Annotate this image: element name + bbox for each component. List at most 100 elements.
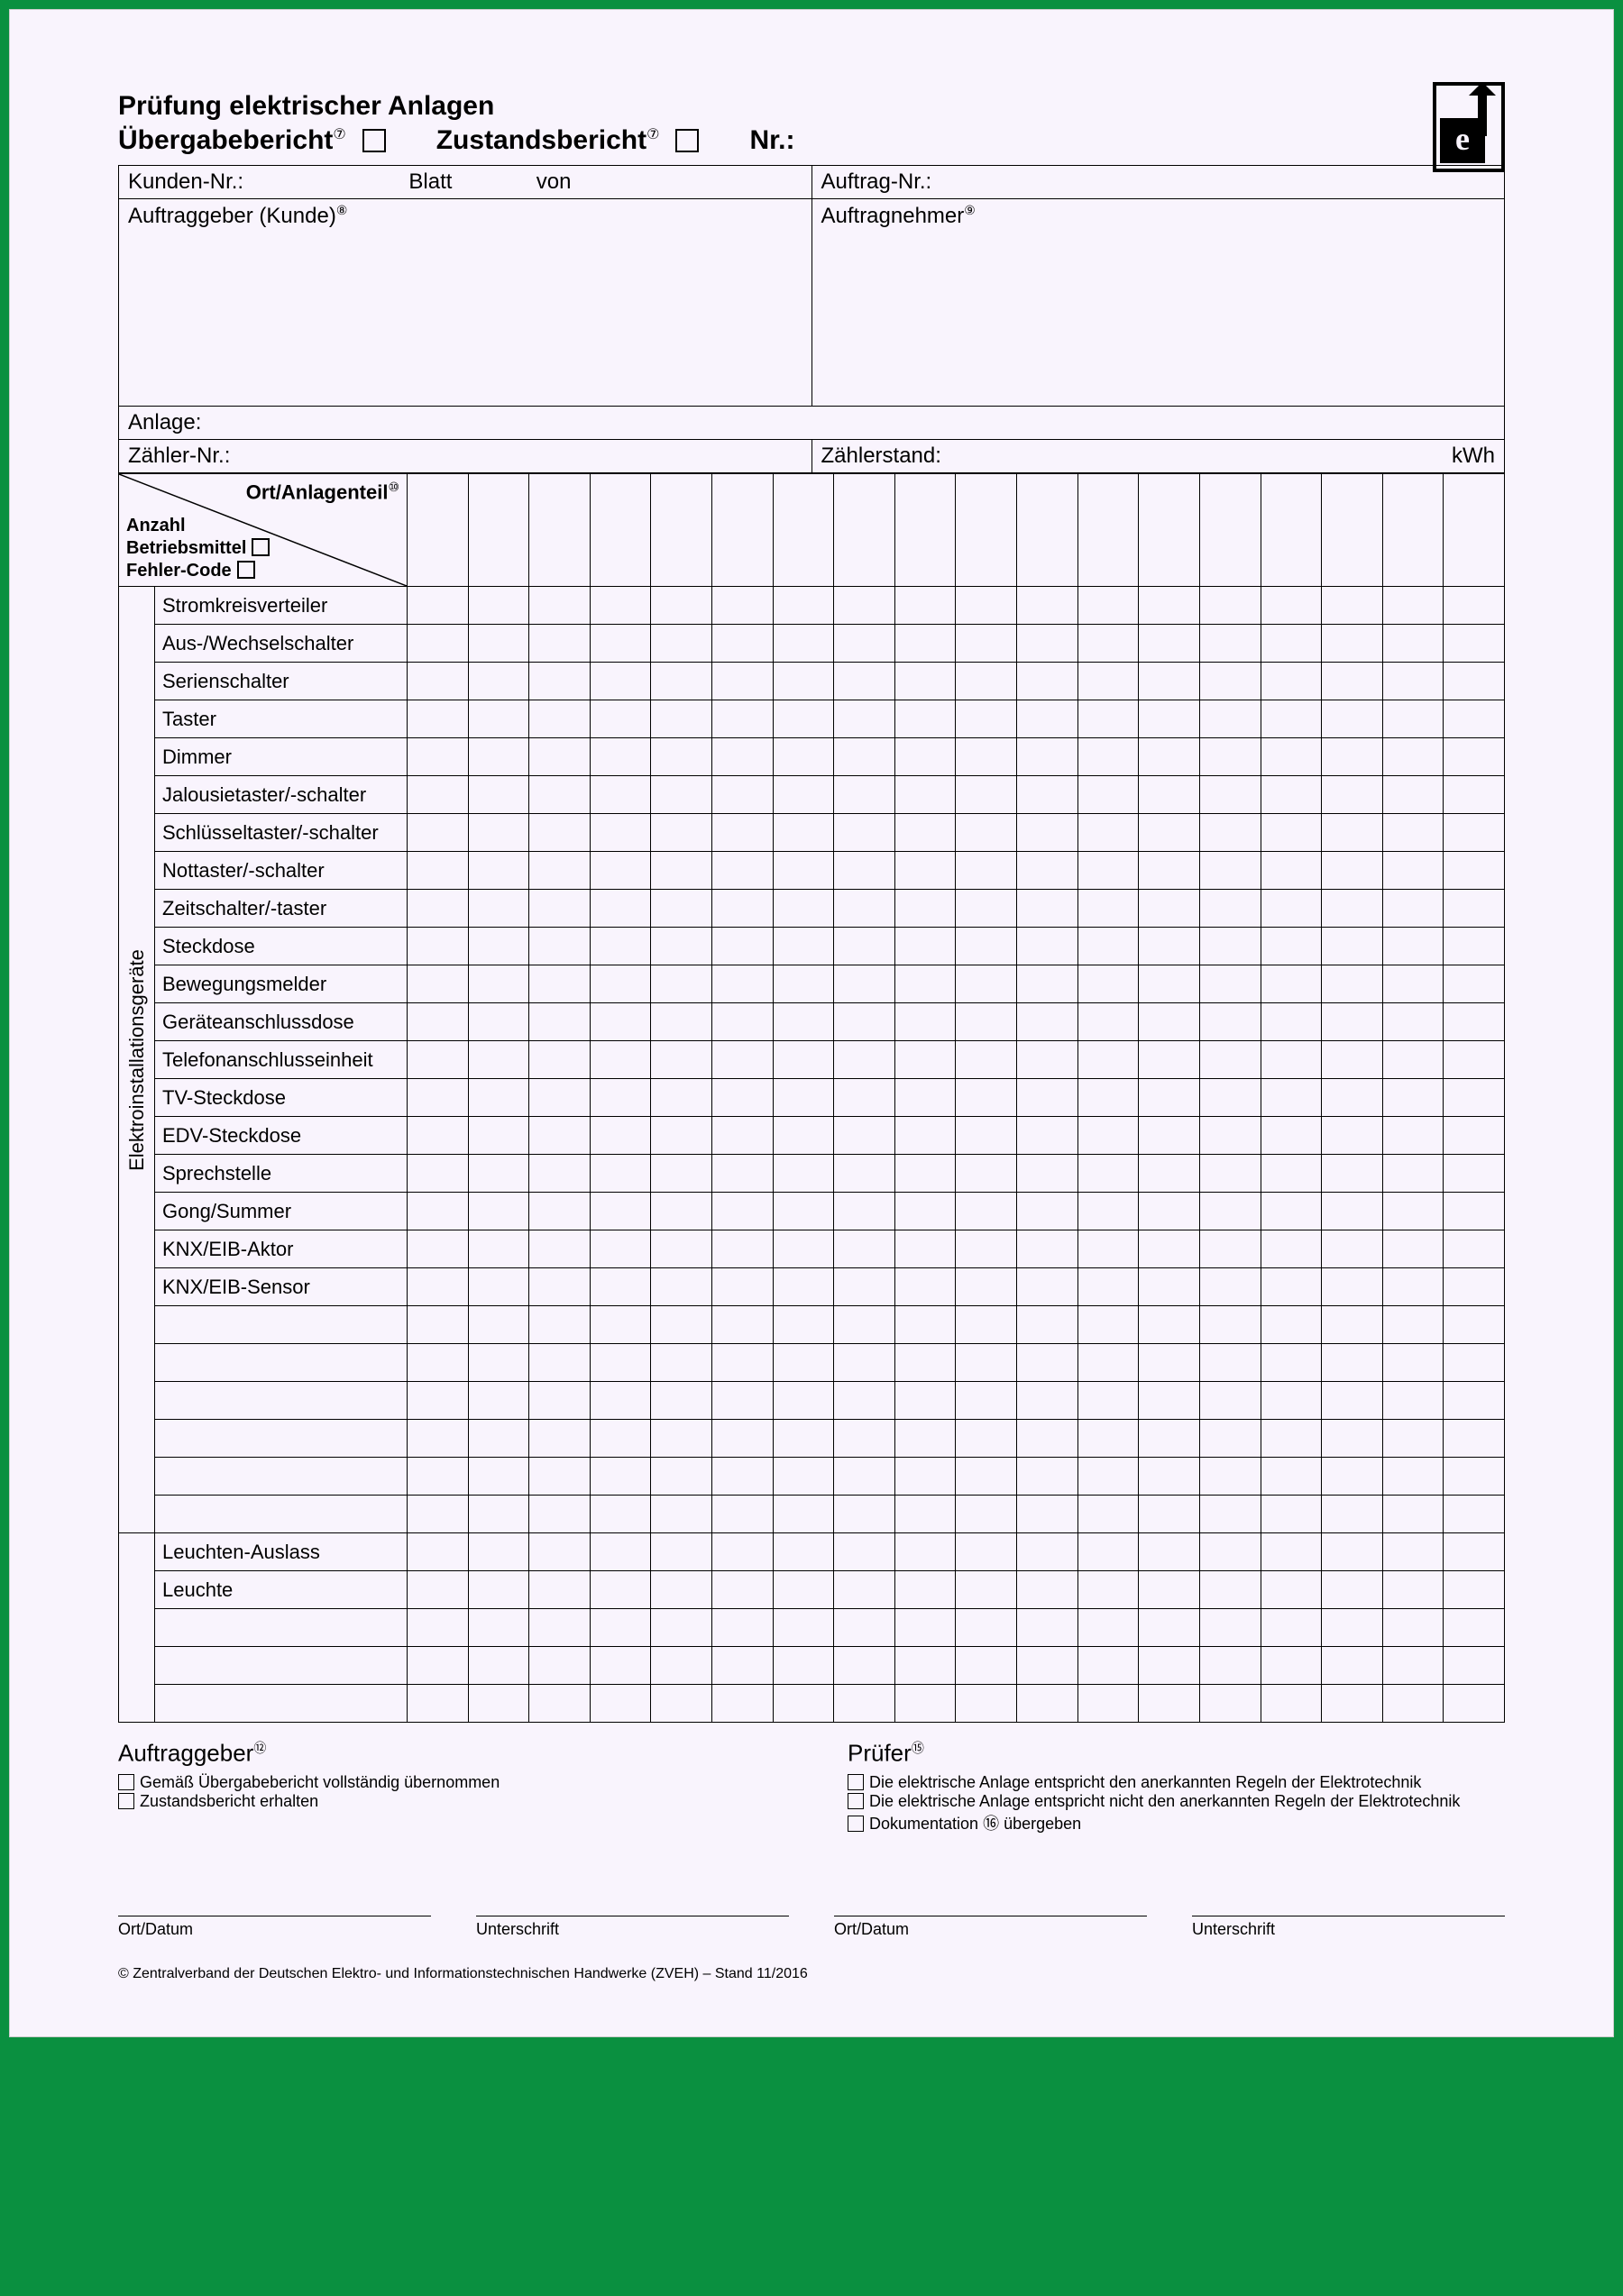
grid-cell[interactable]: [1077, 1041, 1139, 1079]
grid-cell[interactable]: [956, 1420, 1017, 1458]
grid-cell[interactable]: [1444, 587, 1505, 625]
grid-cell[interactable]: [1261, 1609, 1322, 1647]
grid-cell[interactable]: [1382, 1268, 1444, 1306]
grid-cell[interactable]: [894, 928, 956, 965]
grid-cell[interactable]: [1199, 814, 1261, 852]
grid-cell[interactable]: [1139, 1117, 1200, 1155]
grid-cell[interactable]: [529, 1685, 591, 1723]
grid-cell[interactable]: [468, 890, 529, 928]
grid-cell[interactable]: [408, 1155, 469, 1193]
grid-cell[interactable]: [408, 1571, 469, 1609]
grid-cell[interactable]: [1077, 965, 1139, 1003]
grid-cell[interactable]: [1261, 1420, 1322, 1458]
grid-cell[interactable]: [1139, 1079, 1200, 1117]
grid-cell[interactable]: [590, 625, 651, 663]
grid-col-header[interactable]: [1261, 474, 1322, 587]
grid-cell[interactable]: [1077, 1155, 1139, 1193]
grid-cell[interactable]: [712, 1685, 774, 1723]
grid-cell[interactable]: [590, 1609, 651, 1647]
grid-cell[interactable]: [956, 1003, 1017, 1041]
grid-cell[interactable]: [1077, 625, 1139, 663]
grid-cell[interactable]: [529, 738, 591, 776]
grid-cell[interactable]: [1199, 928, 1261, 965]
grid-col-header[interactable]: [1139, 474, 1200, 587]
grid-cell[interactable]: [1444, 1496, 1505, 1533]
grid-cell[interactable]: [1199, 1685, 1261, 1723]
grid-cell[interactable]: [1017, 814, 1078, 852]
grid-cell[interactable]: [1139, 1003, 1200, 1041]
grid-cell[interactable]: [651, 1609, 712, 1647]
grid-cell[interactable]: [408, 1041, 469, 1079]
grid-cell[interactable]: [529, 625, 591, 663]
grid-cell[interactable]: [1444, 738, 1505, 776]
grid-cell[interactable]: [1077, 663, 1139, 700]
grid-cell[interactable]: [529, 1609, 591, 1647]
grid-cell[interactable]: [529, 890, 591, 928]
grid-cell[interactable]: [1322, 776, 1383, 814]
grid-cell[interactable]: [956, 1155, 1017, 1193]
grid-cell[interactable]: [1322, 1420, 1383, 1458]
grid-cell[interactable]: [1077, 1344, 1139, 1382]
grid-cell[interactable]: [1017, 587, 1078, 625]
grid-cell[interactable]: [773, 1041, 834, 1079]
grid-cell[interactable]: [1322, 587, 1383, 625]
grid-cell[interactable]: [773, 738, 834, 776]
grid-cell[interactable]: [834, 1609, 895, 1647]
grid-cell[interactable]: [712, 1571, 774, 1609]
grid-cell[interactable]: [590, 738, 651, 776]
grid-cell[interactable]: [1139, 852, 1200, 890]
grid-cell[interactable]: [1139, 1685, 1200, 1723]
grid-cell[interactable]: [468, 1685, 529, 1723]
grid-cell[interactable]: [712, 625, 774, 663]
grid-cell[interactable]: [1199, 1230, 1261, 1268]
grid-cell[interactable]: [712, 814, 774, 852]
grid-cell[interactable]: [1382, 625, 1444, 663]
grid-col-header[interactable]: [712, 474, 774, 587]
grid-cell[interactable]: [468, 965, 529, 1003]
grid-cell[interactable]: [468, 776, 529, 814]
grid-cell[interactable]: [590, 700, 651, 738]
grid-cell[interactable]: [1382, 1003, 1444, 1041]
grid-cell[interactable]: [1382, 1306, 1444, 1344]
grid-cell[interactable]: [834, 1079, 895, 1117]
grid-cell[interactable]: [1077, 1609, 1139, 1647]
grid-cell[interactable]: [773, 1496, 834, 1533]
grid-cell[interactable]: [529, 1571, 591, 1609]
grid-cell[interactable]: [834, 928, 895, 965]
grid-cell[interactable]: [834, 776, 895, 814]
grid-cell[interactable]: [1017, 700, 1078, 738]
grid-cell[interactable]: [651, 1344, 712, 1382]
grid-cell[interactable]: [1139, 928, 1200, 965]
grid-cell[interactable]: [468, 1306, 529, 1344]
grid-col-header[interactable]: [529, 474, 591, 587]
grid-cell[interactable]: [956, 965, 1017, 1003]
grid-cell[interactable]: [712, 663, 774, 700]
grid-cell[interactable]: [773, 1571, 834, 1609]
grid-cell[interactable]: [1322, 1306, 1383, 1344]
grid-cell[interactable]: [1322, 965, 1383, 1003]
grid-cell[interactable]: [590, 1041, 651, 1079]
grid-cell[interactable]: [529, 965, 591, 1003]
grid-cell[interactable]: [834, 1193, 895, 1230]
grid-cell[interactable]: [1261, 1458, 1322, 1496]
grid-cell[interactable]: [1261, 1533, 1322, 1571]
grid-cell[interactable]: [1444, 1533, 1505, 1571]
grid-cell[interactable]: [1444, 1344, 1505, 1382]
grid-cell[interactable]: [1261, 1117, 1322, 1155]
grid-col-header[interactable]: [894, 474, 956, 587]
grid-cell[interactable]: [1322, 1533, 1383, 1571]
grid-cell[interactable]: [1139, 625, 1200, 663]
cell-auftrag-nr[interactable]: Auftrag-Nr.:: [812, 166, 1505, 199]
grid-cell[interactable]: [894, 1230, 956, 1268]
grid-cell[interactable]: [529, 1268, 591, 1306]
grid-cell[interactable]: [1444, 1079, 1505, 1117]
grid-cell[interactable]: [773, 1268, 834, 1306]
grid-cell[interactable]: [468, 587, 529, 625]
grid-cell[interactable]: [712, 587, 774, 625]
grid-cell[interactable]: [956, 1571, 1017, 1609]
grid-cell[interactable]: [590, 1268, 651, 1306]
grid-cell[interactable]: [1017, 1533, 1078, 1571]
grid-cell[interactable]: [1322, 1003, 1383, 1041]
grid-cell[interactable]: [1261, 776, 1322, 814]
grid-cell[interactable]: [651, 1382, 712, 1420]
